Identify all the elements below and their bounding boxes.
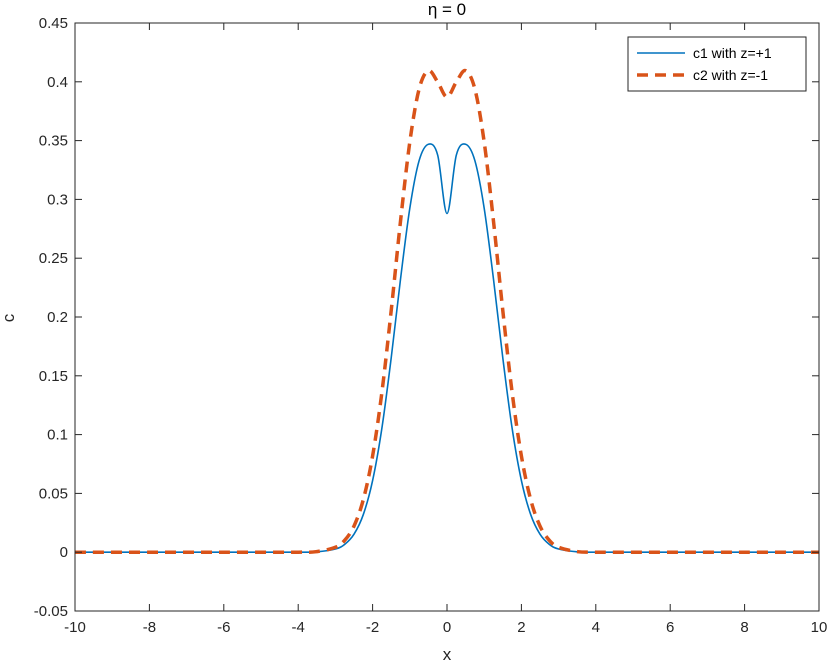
y-tick-label: 0.35 — [39, 133, 68, 150]
x-tick-label: -8 — [143, 619, 156, 636]
x-tick-label: -4 — [292, 619, 305, 636]
legend-label-2: c2 with z=-1 — [693, 67, 768, 83]
y-tick-label: 0 — [60, 544, 68, 561]
y-tick-label: 0.45 — [39, 15, 68, 32]
y-tick-label: 0.4 — [47, 74, 68, 91]
legend: c1 with z=+1 c2 with z=-1 — [627, 36, 807, 92]
x-tick-label: 6 — [666, 619, 674, 636]
plot-area — [75, 23, 819, 611]
y-tick-label: 0.2 — [47, 309, 68, 326]
y-tick-label: -0.05 — [34, 603, 68, 620]
y-tick-label: 0.25 — [39, 250, 68, 267]
y-tick-label: 0.3 — [47, 191, 68, 208]
y-axis-label: c — [0, 313, 18, 322]
x-tick-label: -10 — [64, 619, 86, 636]
y-tick-label: 0.15 — [39, 368, 68, 385]
legend-label-1: c1 with z=+1 — [693, 45, 772, 61]
x-tick-label: -6 — [217, 619, 230, 636]
chart-title: η = 0 — [428, 0, 466, 19]
series-group — [75, 68, 819, 554]
x-tick-label: 8 — [740, 619, 748, 636]
series-line-1 — [75, 143, 819, 554]
x-tick-label: 10 — [811, 619, 828, 636]
x-tick-label: 2 — [517, 619, 525, 636]
x-tick-label: 0 — [443, 619, 451, 636]
x-tick-label: 4 — [592, 619, 600, 636]
y-tick-label: 0.05 — [39, 485, 68, 502]
legend-box — [627, 36, 807, 92]
axes-group: -10 -8 -6 -4 -2 0 2 4 6 8 10 -0.05 0 0.05 0.1 0.15 0.2 0.… — [34, 15, 828, 636]
x-tick-label: -2 — [366, 619, 379, 636]
series-line-2 — [75, 68, 819, 554]
x-axis-label: x — [443, 645, 452, 664]
y-tick-label: 0.1 — [47, 427, 68, 444]
